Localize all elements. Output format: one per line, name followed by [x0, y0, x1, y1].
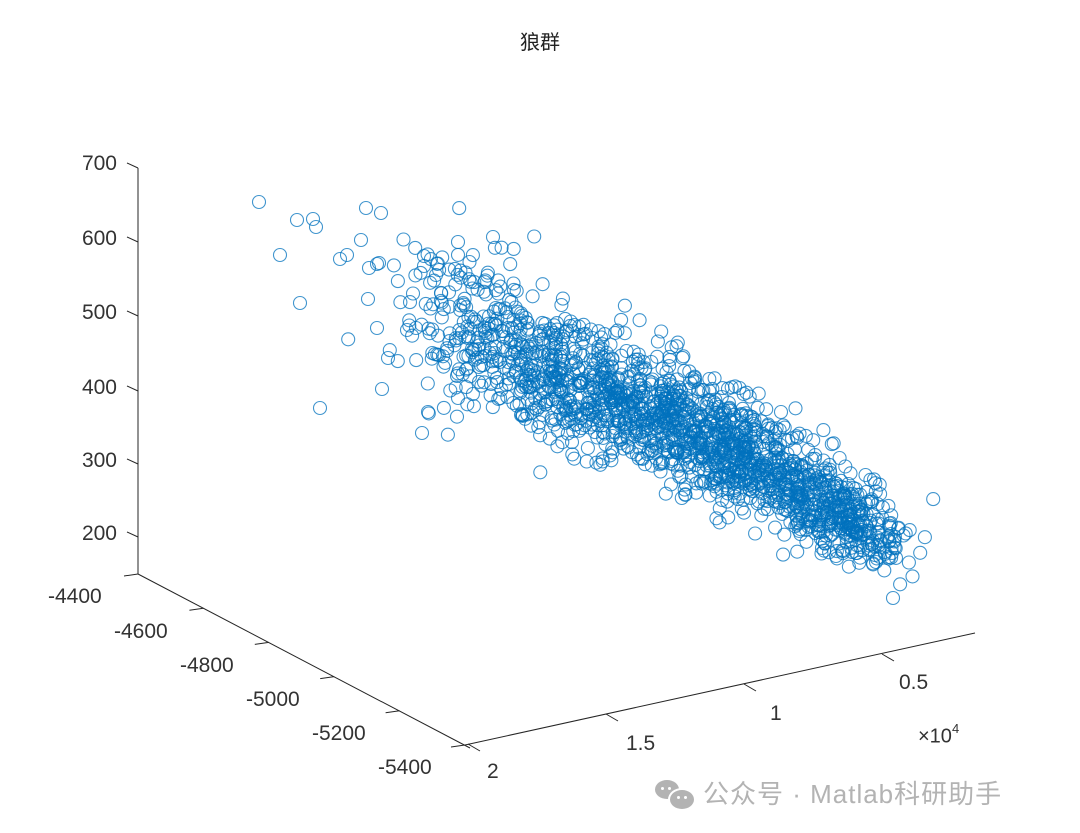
- chart-title: 狼群: [520, 30, 560, 54]
- z-tick-label: 300: [81, 449, 117, 472]
- x-tick-label: 2: [487, 760, 499, 783]
- scatter-points: [251, 194, 941, 606]
- y-tick-label: -5200: [312, 722, 366, 745]
- y-tick-label: -4800: [180, 654, 234, 677]
- y-tick-label: -5400: [378, 756, 432, 779]
- watermark: 公众号 · Matlab科研助手: [655, 774, 1002, 811]
- z-tick-label: 200: [81, 522, 117, 545]
- z-tick-label: 600: [81, 227, 117, 250]
- z-tick-label: 400: [81, 376, 117, 399]
- x-tick-label: 1: [770, 702, 782, 725]
- watermark-text: 公众号 · Matlab科研助手: [703, 779, 1003, 809]
- y-tick-label: -4600: [114, 620, 168, 643]
- x-multiplier-label: ×104: [918, 721, 960, 748]
- x-tick-label: 1.5: [626, 732, 656, 755]
- wechat-icon: [655, 778, 696, 811]
- y-tick-label: -5000: [246, 688, 300, 711]
- axes-lines: [123, 162, 976, 752]
- z-tick-label: 700: [81, 152, 117, 175]
- y-tick-label: -4400: [48, 585, 102, 608]
- z-tick-label: 500: [81, 301, 117, 324]
- x-tick-label: 0.5: [899, 671, 929, 694]
